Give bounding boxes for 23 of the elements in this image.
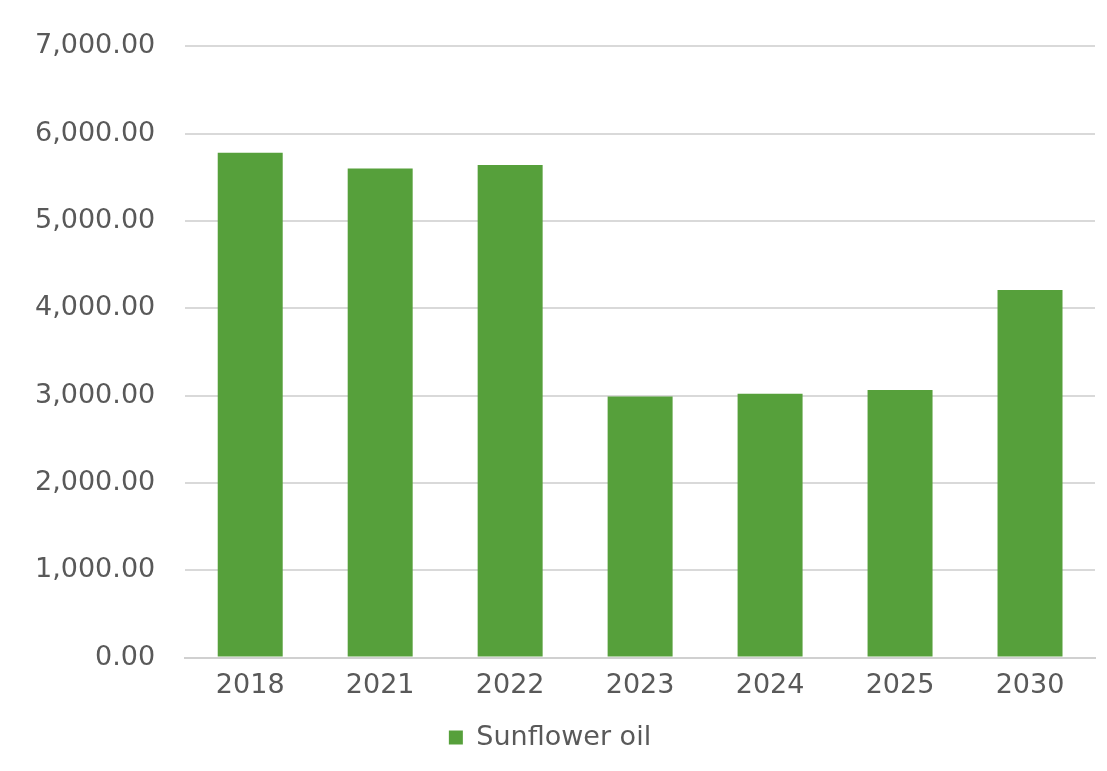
bar xyxy=(997,289,1063,657)
y-tick-label: 2,000.00 xyxy=(35,464,156,496)
y-tick-label: 1,000.00 xyxy=(35,552,156,584)
bar xyxy=(607,396,673,657)
bar xyxy=(737,393,803,657)
y-tick-label: 3,000.00 xyxy=(35,377,156,409)
x-tick-label: 2030 xyxy=(995,667,1065,699)
x-tick-label: 2018 xyxy=(215,667,285,699)
bar xyxy=(217,152,283,657)
x-tick-label: 2025 xyxy=(865,667,935,699)
y-tick-label: 6,000.00 xyxy=(35,115,156,147)
x-tick-label: 2022 xyxy=(475,667,545,699)
y-tick-label: 4,000.00 xyxy=(35,290,156,322)
legend-label: Sunflower oil xyxy=(476,719,652,751)
y-tick-label: 5,000.00 xyxy=(35,202,156,234)
y-tick-label: 7,000.00 xyxy=(35,28,156,60)
bar xyxy=(347,168,413,657)
bar xyxy=(867,389,933,657)
y-tick-label: 0.00 xyxy=(95,639,156,671)
x-tick-label: 2024 xyxy=(735,667,805,699)
x-tick-label: 2021 xyxy=(345,667,415,699)
bar xyxy=(477,164,543,657)
x-tick-label: 2023 xyxy=(605,667,675,699)
